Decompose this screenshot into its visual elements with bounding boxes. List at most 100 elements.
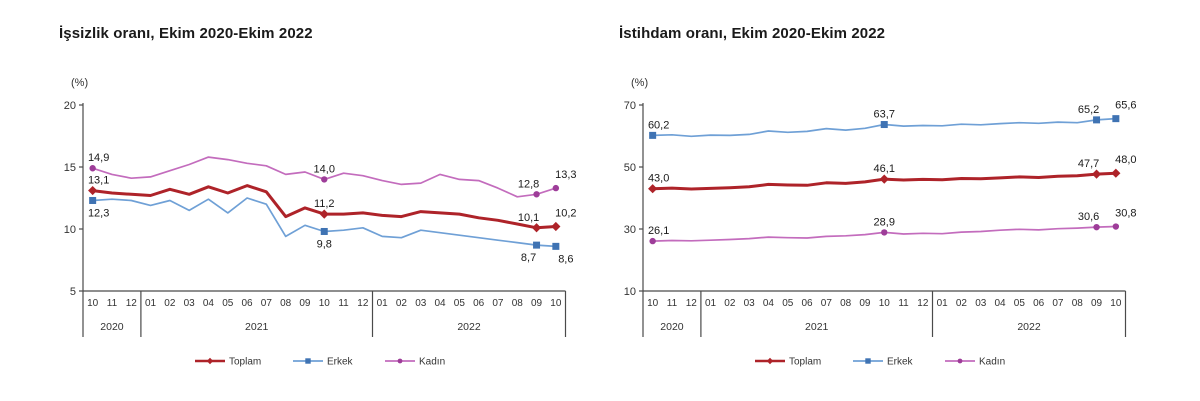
data-label: 47,7: [1078, 158, 1099, 170]
data-label: 13,3: [555, 169, 576, 181]
legend-item-kadın: Kadın: [945, 357, 1005, 368]
month-label: 02: [164, 298, 176, 309]
year-label: 2022: [457, 321, 481, 333]
data-label: 30,6: [1078, 211, 1099, 223]
data-label: 60,2: [648, 119, 669, 131]
month-label: 04: [994, 298, 1006, 309]
month-label: 11: [107, 298, 118, 309]
chart-title: İstihdam oranı, Ekim 2020-Ekim 2022: [619, 25, 886, 42]
data-label: 9,8: [317, 238, 332, 250]
data-label: 28,9: [874, 216, 895, 228]
month-label: 03: [415, 298, 427, 309]
y-axis-unit-label: (%): [631, 77, 649, 89]
legend-item-toplam: Toplam: [755, 357, 821, 368]
month-label: 11: [667, 298, 678, 309]
unemployment-rate-chart: İşsizlik oranı, Ekim 2020-Ekim 2022 (%) …: [55, 25, 600, 395]
month-label: 03: [184, 298, 196, 309]
month-label: 01: [705, 298, 717, 309]
year-label: 2021: [805, 321, 829, 333]
month-label: 02: [724, 298, 736, 309]
data-label: 8,6: [558, 253, 573, 265]
month-label: 08: [512, 298, 524, 309]
x-axis-year-groups: 2020 2021 2022: [660, 291, 1127, 337]
month-label: 06: [1033, 298, 1045, 309]
series-points-erkek: 12,3 9,8 8,7 8,6: [88, 196, 573, 265]
year-label: 2020: [100, 321, 124, 333]
data-label: 43,0: [648, 173, 669, 185]
legend-label: Erkek: [327, 357, 354, 368]
month-label: 12: [917, 298, 929, 309]
chart-legend: Toplam Erkek Kadın: [755, 357, 1005, 368]
data-label: 8,7: [521, 252, 536, 264]
series-points-toplam: 13,1 11,2 10,1 10,2: [88, 175, 577, 233]
y-tick-label: 20: [64, 100, 76, 112]
y-tick-label: 30: [624, 224, 636, 236]
month-label: 08: [1072, 298, 1084, 309]
legend-item-erkek: Erkek: [853, 357, 914, 368]
month-label: 09: [1091, 298, 1103, 309]
y-tick-label: 15: [64, 162, 76, 174]
data-label: 65,6: [1115, 100, 1136, 112]
x-axis-month-labels: 10 11 12 01 02 03 04 05 06 07 08 09 10 11 12 01 02 03 04 05…: [647, 298, 1122, 309]
legend-label: Kadın: [419, 357, 445, 368]
month-label: 11: [338, 298, 349, 309]
data-label: 10,2: [555, 208, 576, 220]
month-label: 04: [434, 298, 446, 309]
month-label: 06: [241, 298, 253, 309]
legend-label: Kadın: [979, 357, 1005, 368]
month-label: 05: [1014, 298, 1026, 309]
month-label: 10: [1110, 298, 1122, 309]
data-label: 63,7: [874, 109, 895, 121]
month-label: 05: [222, 298, 234, 309]
x-axis-month-labels: 10 11 12 01 02 03 04 05 06 07 08 09 10 11 12 01 02 03 04 05…: [87, 298, 562, 309]
y-axis-ticks: 70 50 30 10: [624, 100, 643, 298]
y-tick-label: 10: [624, 286, 636, 298]
month-label: 01: [377, 298, 389, 309]
legend-item-erkek: Erkek: [293, 357, 354, 368]
data-label: 26,1: [648, 225, 669, 237]
series-points-toplam: 43,0 46,1 47,7 48,0: [648, 154, 1137, 194]
legend-item-kadın: Kadın: [385, 357, 445, 368]
month-label: 03: [744, 298, 756, 309]
month-label: 12: [357, 298, 369, 309]
y-tick-label: 5: [70, 286, 76, 298]
month-label: 07: [492, 298, 504, 309]
axes: [82, 103, 566, 337]
month-label: 12: [686, 298, 698, 309]
data-label: 46,1: [874, 163, 895, 175]
month-label: 07: [1052, 298, 1064, 309]
data-label: 12,3: [88, 207, 109, 219]
month-label: 04: [763, 298, 775, 309]
data-label: 14,9: [88, 152, 109, 164]
y-axis-unit-label: (%): [71, 77, 89, 89]
employment-rate-chart: İstihdam oranı, Ekim 2020-Ekim 2022 (%) …: [615, 25, 1160, 395]
month-label: 10: [319, 298, 331, 309]
month-label: 07: [261, 298, 273, 309]
month-label: 09: [299, 298, 311, 309]
series-points-kadın: 26,1 28,9 30,6 30,8: [648, 208, 1137, 245]
y-tick-label: 50: [624, 162, 636, 174]
data-label: 12,8: [518, 178, 539, 190]
year-label: 2020: [660, 321, 684, 333]
month-label: 02: [396, 298, 408, 309]
x-axis-year-groups: 2020 2021 2022: [100, 291, 567, 337]
month-label: 07: [821, 298, 833, 309]
legend-item-toplam: Toplam: [195, 357, 261, 368]
month-label: 04: [203, 298, 215, 309]
series-points-erkek: 60,2 63,7 65,2 65,6: [648, 100, 1137, 139]
month-label: 01: [937, 298, 949, 309]
data-label: 14,0: [314, 163, 335, 175]
data-label: 65,2: [1078, 104, 1099, 116]
year-label: 2021: [245, 321, 269, 333]
month-label: 05: [454, 298, 466, 309]
month-label: 09: [859, 298, 871, 309]
month-label: 01: [145, 298, 157, 309]
y-tick-label: 10: [64, 224, 76, 236]
year-label: 2022: [1017, 321, 1041, 333]
chart-legend: Toplam Erkek Kadın: [195, 357, 445, 368]
unemployment-plot-area: 20 15 10 5 10 11 12 01 02 03 04 05 06 07 08 09 10 11 12 01 0…: [64, 100, 577, 368]
data-label: 30,8: [1115, 208, 1136, 220]
legend-label: Erkek: [887, 357, 914, 368]
series-points-kadın: 14,9 14,0 12,8 13,3: [88, 152, 577, 198]
